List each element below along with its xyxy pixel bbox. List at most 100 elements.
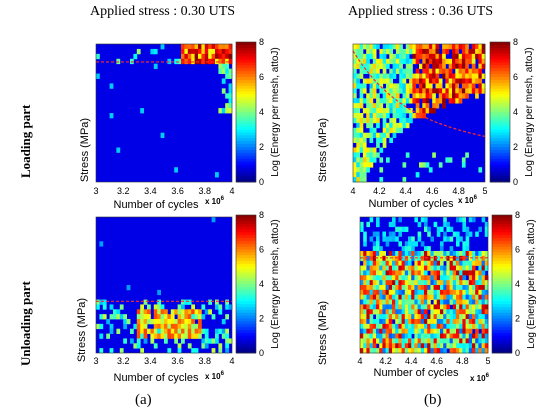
heatmap-cell bbox=[187, 48, 192, 55]
heatmap-cell bbox=[405, 44, 410, 50]
heatmap-cell bbox=[225, 328, 229, 334]
heatmap-cell bbox=[392, 299, 396, 305]
x-tick-label: 4 bbox=[229, 186, 234, 196]
heatmap-cell bbox=[462, 255, 466, 262]
colorbar-segment bbox=[236, 176, 256, 180]
heatmap-cell bbox=[363, 304, 367, 310]
heatmap-cell bbox=[376, 255, 380, 262]
heatmap-cell bbox=[153, 309, 158, 315]
heatmap-cell bbox=[408, 319, 412, 325]
heatmap-cell bbox=[475, 314, 479, 320]
heatmap-cell bbox=[228, 103, 233, 109]
heatmap-cell bbox=[412, 73, 417, 79]
heatmap-cell bbox=[198, 53, 202, 60]
heatmap-cell bbox=[484, 275, 489, 281]
heatmap-cell bbox=[191, 319, 195, 325]
heatmap-cell bbox=[187, 58, 192, 65]
heatmap-cell bbox=[359, 68, 364, 74]
heatmap-cell bbox=[218, 48, 223, 55]
heatmap-cell bbox=[446, 328, 450, 334]
heatmap-cell bbox=[472, 255, 476, 262]
heatmap-cell bbox=[401, 280, 406, 286]
heatmap-cell bbox=[417, 275, 422, 281]
heatmap-cell bbox=[475, 44, 479, 50]
heatmap-cell bbox=[440, 241, 444, 247]
heatmap-cell bbox=[468, 88, 473, 94]
heatmap-cell bbox=[221, 333, 226, 339]
heatmap-cell bbox=[427, 246, 431, 252]
heatmap-cell bbox=[422, 78, 426, 84]
heatmap-cell bbox=[404, 333, 409, 339]
heatmap-cell bbox=[468, 348, 473, 354]
heatmap-cell bbox=[398, 226, 402, 232]
heatmap-cell bbox=[420, 217, 425, 223]
heatmap-cell bbox=[446, 236, 450, 242]
heatmap-cell bbox=[119, 348, 124, 354]
heatmap-cell bbox=[386, 78, 390, 84]
heatmap-cell bbox=[399, 127, 403, 134]
heatmap-cell bbox=[446, 265, 450, 271]
heatmap-cell bbox=[388, 221, 393, 228]
colorbar-tick-label: 8 bbox=[259, 37, 264, 47]
heatmap-cell bbox=[353, 108, 357, 114]
heatmap-cell bbox=[191, 348, 195, 354]
heatmap-cell bbox=[376, 93, 380, 99]
heatmap-cell bbox=[459, 217, 463, 223]
heatmap-cell bbox=[392, 73, 397, 79]
colorbar-segment bbox=[492, 332, 512, 337]
heatmap-cell bbox=[388, 289, 393, 296]
heatmap-cell bbox=[468, 231, 473, 237]
heatmap-cell bbox=[385, 333, 390, 339]
heatmap-cell bbox=[424, 328, 428, 334]
heatmap-cell bbox=[443, 319, 447, 325]
heatmap-cell bbox=[481, 48, 486, 55]
heatmap-cell bbox=[211, 217, 216, 223]
heatmap-cell bbox=[376, 142, 380, 148]
heatmap-cell bbox=[408, 299, 412, 305]
heatmap-cell bbox=[452, 299, 457, 305]
heatmap-cell bbox=[442, 93, 446, 99]
heatmap-cell bbox=[372, 88, 377, 94]
heatmap-cell bbox=[170, 314, 175, 320]
heatmap-cell bbox=[376, 231, 380, 237]
heatmap-cell bbox=[187, 44, 192, 50]
heatmap-cell bbox=[472, 285, 476, 291]
heatmap-cell bbox=[366, 270, 370, 276]
heatmap-cell bbox=[459, 289, 463, 296]
heatmap-cell bbox=[401, 270, 406, 276]
colorbar-segment bbox=[236, 286, 256, 291]
colorbar-segment bbox=[236, 94, 256, 98]
heatmap-cell bbox=[360, 280, 364, 286]
column-title-036: Applied stress : 0.36 UTS bbox=[348, 4, 494, 19]
heatmap-cell bbox=[363, 251, 367, 257]
heatmap-cell bbox=[433, 270, 438, 276]
heatmap-cell bbox=[436, 231, 441, 237]
heatmap-cell bbox=[143, 309, 148, 315]
heatmap-cell bbox=[440, 265, 444, 271]
heatmap-cell bbox=[99, 323, 104, 330]
heatmap-cell bbox=[401, 299, 406, 305]
heatmap-cell bbox=[420, 294, 425, 300]
colorbar-segment bbox=[492, 312, 512, 317]
heatmap-cell bbox=[435, 83, 440, 89]
heatmap-cell bbox=[136, 309, 141, 315]
heatmap-cell bbox=[395, 44, 400, 50]
heatmap-cell bbox=[360, 270, 364, 276]
heatmap-cell bbox=[372, 78, 377, 84]
colorbar-tick-label: 8 bbox=[515, 210, 520, 220]
heatmap-cell bbox=[409, 83, 413, 89]
heatmap-cell bbox=[449, 323, 454, 330]
colorbar-segment bbox=[490, 129, 510, 133]
heatmap-cell bbox=[369, 333, 374, 339]
colorbar-segment bbox=[236, 258, 256, 262]
heatmap-cell bbox=[372, 157, 377, 163]
heatmap-cell bbox=[475, 285, 479, 291]
heatmap-cell bbox=[455, 93, 459, 99]
colorbar-segment bbox=[236, 79, 256, 84]
heatmap-cell bbox=[465, 255, 470, 262]
heatmap-cell bbox=[359, 98, 364, 104]
heatmap-cell bbox=[424, 333, 428, 339]
heatmap-cell bbox=[427, 265, 431, 271]
heatmap-cell bbox=[366, 44, 370, 50]
heatmap-cell bbox=[459, 309, 463, 315]
